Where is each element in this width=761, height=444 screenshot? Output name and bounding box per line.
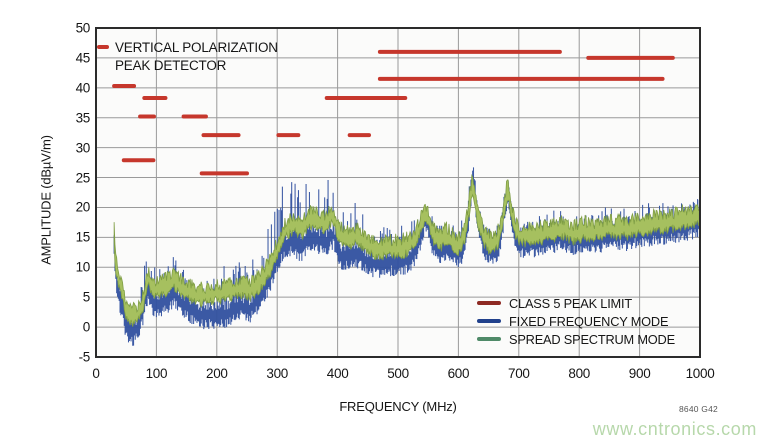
x-tick-label: 300 — [266, 366, 288, 381]
x-tick-label: 100 — [145, 366, 168, 381]
y-tick-label: 20 — [75, 199, 91, 215]
legend-marker-line — [477, 301, 501, 305]
y-axis-title: AMPLITUDE (dBµV/m) — [38, 135, 54, 265]
legend-item: CLASS 5 PEAK LIMIT — [477, 294, 675, 312]
y-tick-label: -5 — [78, 349, 91, 365]
x-tick-label: 900 — [628, 366, 651, 381]
legend-label: FIXED FREQUENCY MODE — [509, 313, 669, 329]
annotation-line-1: VERTICAL POLARIZATION — [115, 39, 278, 55]
legend-marker-line — [477, 319, 501, 323]
watermark: www.cntronics.com — [592, 419, 757, 439]
y-tick-label: 30 — [75, 140, 91, 156]
annotation-line-2: PEAK DETECTOR — [115, 57, 227, 73]
y-tick-label: 5 — [82, 289, 91, 305]
x-tick-label: 500 — [387, 366, 409, 381]
legend-label: SPREAD SPECTRUM MODE — [509, 331, 675, 347]
x-tick-label: 800 — [568, 366, 590, 381]
legend-label: CLASS 5 PEAK LIMIT — [509, 295, 632, 311]
legend-item: FIXED FREQUENCY MODE — [477, 312, 675, 330]
x-axis-title: FREQUENCY (MHz) — [339, 399, 457, 414]
y-tick-label: 45 — [75, 50, 91, 66]
legend-item: SPREAD SPECTRUM MODE — [477, 330, 675, 348]
plot-annotation: VERTICAL POLARIZATION PEAK DETECTOR — [97, 38, 278, 74]
annotation-marker-dash — [97, 45, 109, 49]
x-tick-label: 400 — [326, 366, 349, 381]
x-tick-label: 1000 — [685, 366, 715, 381]
plot-frame — [95, 27, 701, 358]
y-tick-label: 10 — [75, 259, 91, 275]
y-tick-label: 35 — [75, 110, 91, 126]
x-tick-label: 0 — [92, 366, 100, 381]
x-tick-label: 600 — [447, 366, 470, 381]
legend-marker-line — [477, 337, 501, 341]
y-tick-label: 40 — [75, 80, 91, 96]
legend: CLASS 5 PEAK LIMIT FIXED FREQUENCY MODE SP… — [477, 294, 675, 348]
figure-note: 8640 G42 — [679, 404, 718, 414]
x-tick-label: 700 — [507, 366, 530, 381]
y-tick-label: 50 — [75, 20, 91, 36]
y-tick-label: 15 — [75, 229, 91, 245]
x-tick-label: 200 — [205, 366, 228, 381]
y-tick-label: 25 — [75, 170, 91, 186]
limit-segments-layer — [112, 49, 675, 176]
y-tick-label: 0 — [82, 319, 91, 335]
